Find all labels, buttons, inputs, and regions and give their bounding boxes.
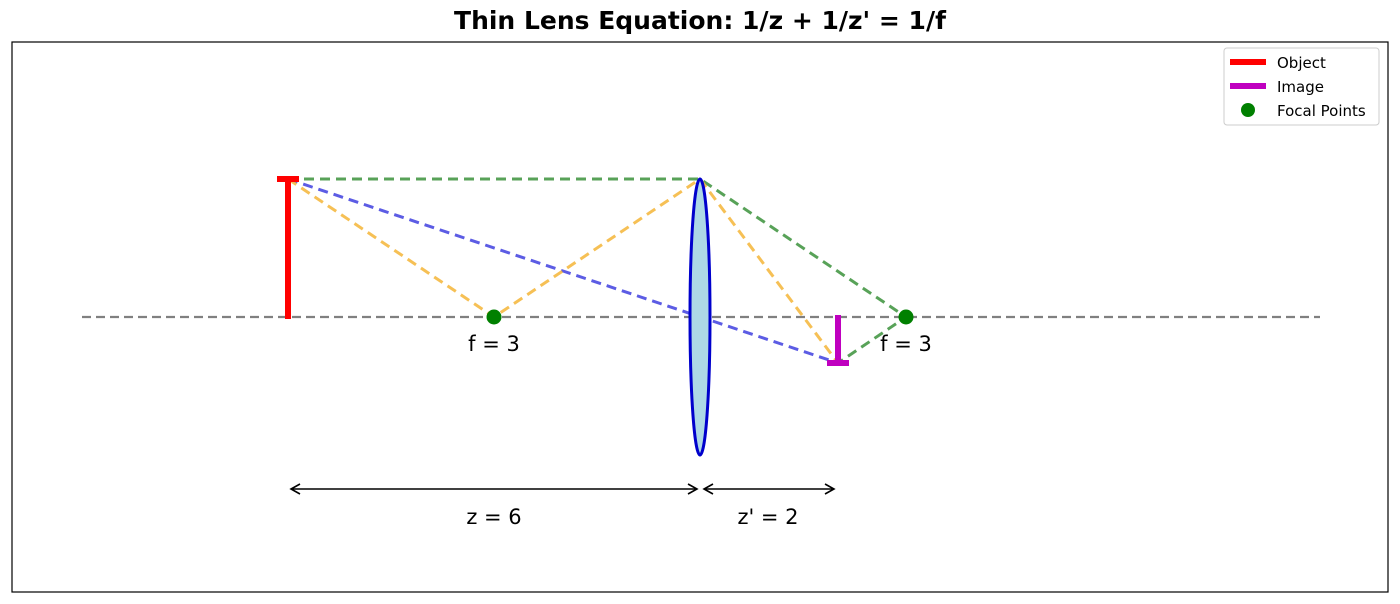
lens <box>688 177 712 457</box>
object-arrow <box>277 176 299 319</box>
rays <box>287 176 909 365</box>
legend-object-label: Object <box>1277 54 1326 72</box>
plot-frame <box>11 41 1389 593</box>
distance-zprime-arrow <box>702 483 836 495</box>
legend-focal-label: Focal Points <box>1277 102 1366 120</box>
distance-z-arrow <box>289 483 699 495</box>
legend: Object Image Focal Points <box>1223 47 1380 126</box>
legend-image-label: Image <box>1277 78 1324 96</box>
distance-z-label: z = 6 <box>466 505 521 529</box>
focal-point-right <box>898 309 914 325</box>
focal-label-right: f = 3 <box>880 332 932 356</box>
image-arrow <box>827 315 849 366</box>
ray-central <box>287 177 839 365</box>
focal-point-left <box>486 309 502 325</box>
ray-focal <box>287 176 840 364</box>
legend-box <box>1223 47 1380 126</box>
distance-zprime-label: z' = 2 <box>737 505 798 529</box>
focal-label-left: f = 3 <box>468 332 520 356</box>
ray-parallel <box>288 177 909 365</box>
diagram-title: Thin Lens Equation: 1/z + 1/z' = 1/f <box>454 6 946 35</box>
legend-focal-swatch <box>1241 103 1255 117</box>
